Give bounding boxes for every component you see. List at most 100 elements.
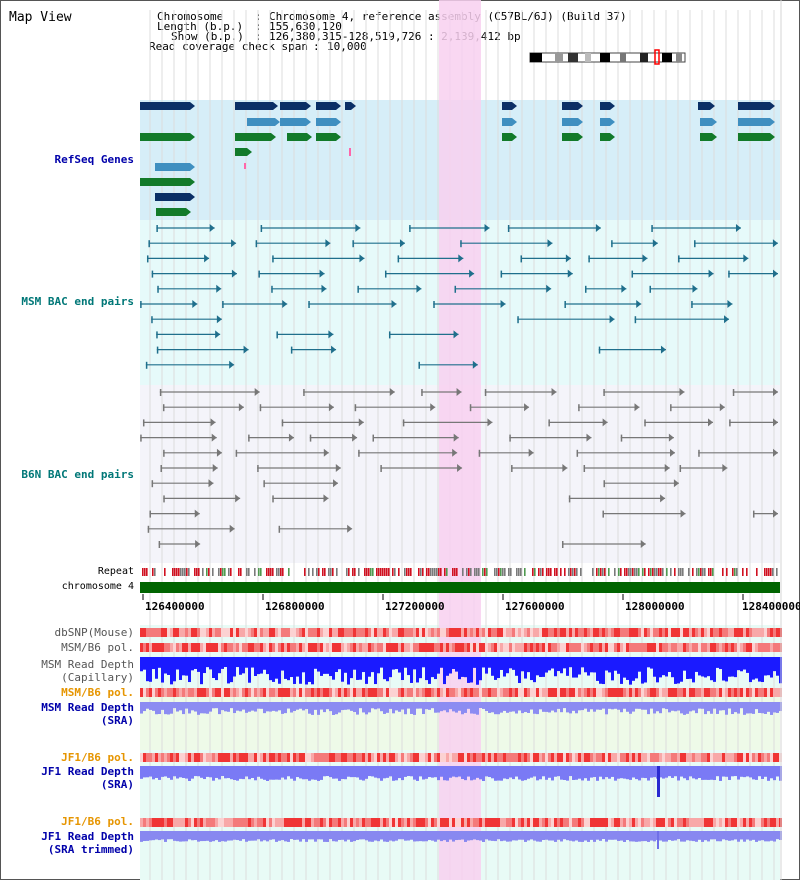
axis-tick-label: 128000000	[625, 600, 685, 613]
msm-b6-pol-density	[284, 688, 287, 697]
jf1-b6-pol-density	[542, 753, 545, 762]
repeat-element	[496, 568, 498, 576]
msm-b6-pol-density	[572, 688, 575, 697]
msm-read-depth-capillary	[239, 657, 242, 675]
b6n-bac-pair-end	[430, 403, 436, 412]
msm-b6-pol-density	[752, 643, 755, 652]
msm-read-depth-capillary	[521, 657, 524, 672]
msm-b6-pol-density	[281, 688, 284, 697]
msm-read-depth-capillary	[380, 657, 383, 668]
msm-bac-pair-end	[453, 330, 459, 339]
jf1-read-depth-trimmed	[776, 831, 779, 840]
msm-read-depth-sra	[446, 702, 449, 713]
track-label-jf1-b6-pol-1: JF1/B6 pol.	[61, 751, 134, 764]
msm-read-depth-capillary	[668, 657, 671, 672]
repeat-element	[628, 568, 630, 576]
jf1-read-depth-sra	[644, 766, 647, 779]
msm-b6-pol-density	[512, 688, 515, 697]
msm-read-depth-capillary	[179, 657, 182, 680]
msm-b6-pol-density	[410, 688, 413, 697]
msm-b6-pol-density	[221, 688, 224, 697]
track-label-b6n-bac[interactable]: B6N BAC end pairs	[21, 468, 134, 481]
jf1-read-depth-trimmed	[140, 831, 143, 842]
msm-bac-pair-end	[359, 254, 365, 263]
jf1-b6-pol-density	[701, 818, 704, 827]
msm-b6-pol-density	[746, 688, 749, 697]
b6n-bac-pair-end	[158, 541, 161, 548]
repeat-element	[478, 568, 480, 576]
dbsnp-density	[758, 628, 761, 637]
msm-b6-pol-density	[647, 688, 650, 697]
msm-bac-pair-end	[146, 255, 149, 263]
msm-b6-pol-density	[584, 643, 587, 652]
msm-read-depth-capillary	[551, 657, 554, 669]
msm-b6-pol-density	[266, 688, 269, 697]
repeat-element	[422, 568, 424, 576]
gene-arrow	[306, 118, 311, 126]
msm-read-depth-sra	[683, 702, 686, 715]
jf1-b6-pol-density	[407, 753, 410, 762]
dbsnp-density	[752, 628, 755, 637]
repeat-element	[700, 568, 702, 576]
dbsnp-density	[446, 628, 449, 637]
msm-b6-pol-density	[764, 643, 767, 652]
msm-bac-pair-end	[388, 331, 391, 339]
jf1-b6-pol-density	[398, 818, 401, 827]
msm-bac-pair-end	[416, 284, 422, 293]
msm-read-depth-capillary	[770, 657, 773, 678]
repeat-element	[560, 568, 562, 576]
msm-bac-pair-end	[458, 254, 464, 263]
jf1-b6-pol-density	[680, 753, 683, 762]
dbsnp-density	[296, 628, 299, 637]
msm-b6-pol-density	[164, 643, 167, 652]
jf1-read-depth-sra	[383, 766, 386, 779]
dbsnp-density	[554, 628, 557, 637]
msm-b6-pol-density	[506, 643, 509, 652]
dbsnp-density	[674, 628, 677, 637]
jf1-read-depth-sra	[473, 766, 476, 780]
dbsnp-density	[518, 628, 521, 637]
jf1-b6-pol-density	[725, 818, 728, 827]
track-label-msm-b6-pol-2: MSM/B6 pol.	[61, 686, 134, 699]
dbsnp-density	[254, 628, 257, 637]
axis-tick-label: 126800000	[265, 600, 325, 613]
jf1-read-depth-trimmed	[614, 831, 617, 840]
repeat-element	[742, 568, 744, 576]
msm-read-depth-capillary	[266, 657, 269, 675]
jf1-b6-pol-density	[743, 753, 746, 762]
msm-b6-pol-density	[320, 643, 323, 652]
b6n-bac-pair-end	[722, 464, 728, 472]
jf1-b6-pol-density	[470, 818, 473, 827]
jf1-read-depth-trimmed	[548, 831, 551, 841]
msm-read-depth-sra	[698, 702, 701, 709]
msm-b6-pol-density	[443, 688, 446, 697]
msm-read-depth-capillary	[530, 657, 533, 681]
repeat-element	[392, 568, 394, 576]
dbsnp-density	[275, 628, 278, 637]
b6n-bac-pair-end	[259, 404, 262, 412]
msm-b6-pol-density	[272, 688, 275, 697]
jf1-b6-pol-density	[308, 818, 311, 827]
msm-read-depth-sra	[692, 702, 695, 711]
msm-read-depth-sra	[545, 702, 548, 712]
jf1-b6-pol-density	[776, 753, 779, 762]
dbsnp-density	[476, 628, 479, 637]
msm-read-depth-capillary	[386, 657, 389, 682]
repeat-element	[324, 568, 326, 576]
jf1-b6-pol-density	[362, 818, 365, 827]
b6n-bac-pair-end	[151, 480, 154, 488]
track-label-refseq-genes[interactable]: RefSeq Genes	[54, 153, 134, 166]
jf1-b6-pol-density	[557, 753, 560, 762]
jf1-read-depth-sra	[500, 766, 503, 781]
repeat-element	[446, 568, 448, 576]
msm-bac-pair-end	[156, 225, 158, 232]
msm-read-depth-sra	[503, 702, 506, 711]
msm-read-depth-sra	[173, 702, 176, 709]
dbsnp-density	[605, 628, 608, 637]
jf1-read-depth-sra	[689, 766, 692, 777]
track-label-msm-bac[interactable]: MSM BAC end pairs	[21, 295, 134, 308]
msm-read-depth-sra	[470, 702, 473, 714]
msm-read-depth-sra	[701, 702, 704, 709]
repeat-element	[174, 568, 176, 576]
